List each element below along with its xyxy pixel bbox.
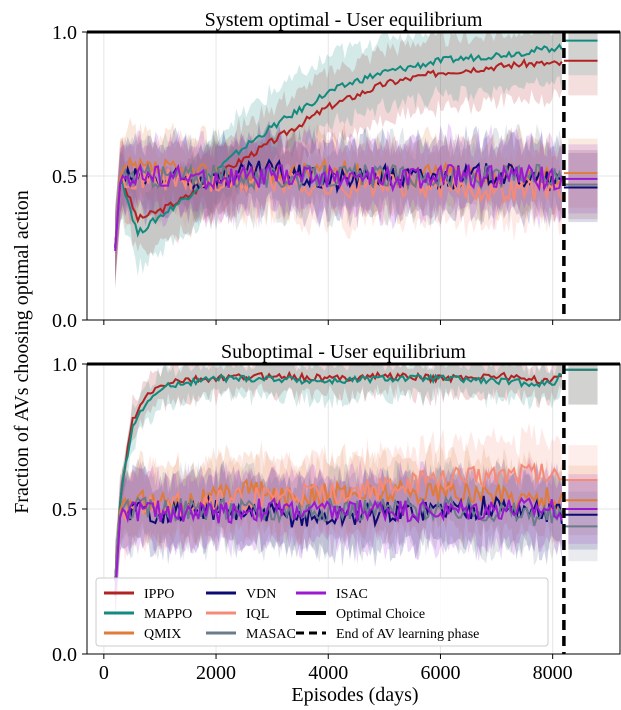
legend-label: ISAC [336, 587, 368, 602]
series-band-iql [115, 422, 562, 623]
y-axis-label: Fraction of AVs choosing optimal action [11, 190, 33, 514]
y-tick-label: 1.0 [52, 354, 77, 376]
y-tick-label: 1.0 [52, 22, 77, 44]
series-line-ippo [114, 58, 563, 249]
series-line-mappo [114, 43, 563, 249]
y-tick-label: 0.0 [52, 310, 77, 332]
y-tick-label: 0.5 [52, 499, 77, 521]
series-final-band-mappo [568, 365, 598, 405]
legend-label: MAPPO [144, 607, 192, 622]
legend-label: VDN [246, 587, 276, 602]
series-line-qmix [114, 478, 563, 582]
x-tick-label: 0 [99, 662, 109, 684]
x-tick-label: 8000 [533, 662, 573, 684]
series-band-masac [115, 123, 562, 283]
x-axis-label: Episodes (days) [291, 684, 418, 706]
series-final-band-ippo [568, 365, 598, 405]
series-band-ippo [115, 365, 562, 594]
x-tick-label: 2000 [196, 662, 236, 684]
legend-label: IPPO [144, 587, 174, 602]
legend-label: End of AV learning phase [336, 627, 479, 642]
panel-system-optimal: 0.0 0.5 1.0 System optimal - User equilibri… [52, 9, 621, 332]
series-line-isac [114, 496, 563, 597]
legend-label: Optimal Choice [336, 607, 425, 622]
series-band-masac [115, 458, 562, 609]
series-line-isac [114, 163, 563, 251]
y-tick-label: 0.5 [52, 166, 77, 188]
x-tick-label: 6000 [420, 662, 460, 684]
series-line-ippo [114, 370, 563, 582]
series-band-ippo [115, 33, 562, 285]
x-tick-label: 4000 [308, 662, 348, 684]
legend-label: QMIX [144, 627, 181, 642]
legend: IPPO MAPPO QMIX VDN IQL MASAC ISAC Optimal Choi… [95, 577, 549, 647]
legend-label: IQL [246, 607, 269, 622]
y-tick-label: 0.0 [52, 644, 77, 666]
panel-title: Suboptimal - User equilibrium [221, 341, 466, 363]
panel-title: System optimal - User equilibrium [205, 9, 483, 31]
series-band-mappo [115, 365, 562, 597]
series-final-band-ippo [568, 33, 598, 96]
panel-suboptimal: 0.0 0.5 1.0 0 2000 4000 6000 8000 Suboptimal - U… [52, 341, 621, 684]
legend-label: MASAC [246, 627, 296, 642]
series-line-mappo [114, 372, 563, 582]
